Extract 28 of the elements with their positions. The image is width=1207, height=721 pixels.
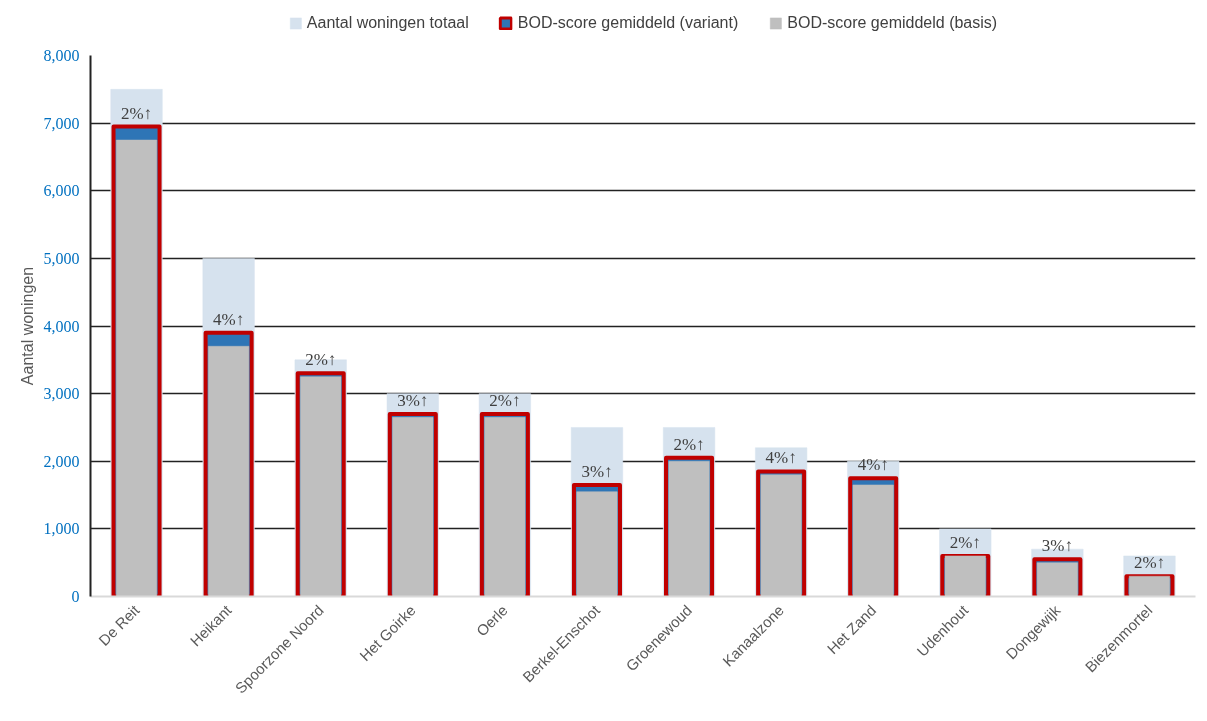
legend-label: Aantal woningen totaal — [306, 13, 469, 32]
annotation: 3%↑ — [397, 390, 429, 410]
y-tick-label: 0 — [71, 588, 80, 605]
annotation: 4%↑ — [765, 448, 797, 468]
annotation: 4%↑ — [213, 309, 245, 329]
annotation: 3%↑ — [1041, 536, 1073, 556]
y-tick-label: 4,000 — [43, 317, 80, 335]
x-tick-label: De Reit — [95, 600, 144, 649]
annotation: 2%↑ — [120, 103, 153, 123]
annotation: 2%↑ — [1133, 553, 1166, 573]
y-tick-label: 3,000 — [43, 385, 80, 403]
legend-label: BOD-score gemiddeld (variant) — [517, 13, 739, 32]
y-tick-label: 5,000 — [43, 249, 80, 267]
y-tick-label: 6,000 — [43, 182, 80, 200]
annotation: 2%↑ — [673, 434, 705, 454]
annotation: 2%↑ — [949, 532, 981, 552]
y-tick-label: 7,000 — [43, 114, 80, 132]
y-axis-title: Aantal woningen — [18, 266, 36, 386]
y-tick-label: 1,000 — [43, 520, 80, 538]
annotation: 2%↑ — [489, 390, 521, 410]
legend-label: BOD-score gemiddeld (basis) — [787, 13, 998, 32]
y-tick-label: 2,000 — [43, 452, 80, 470]
y-tick-label: 8,000 — [43, 47, 80, 64]
bar — [208, 346, 250, 597]
annotation: 4%↑ — [857, 455, 889, 475]
bar — [116, 139, 158, 597]
annotation: 3%↑ — [581, 461, 613, 481]
annotation: 2%↑ — [305, 350, 337, 370]
